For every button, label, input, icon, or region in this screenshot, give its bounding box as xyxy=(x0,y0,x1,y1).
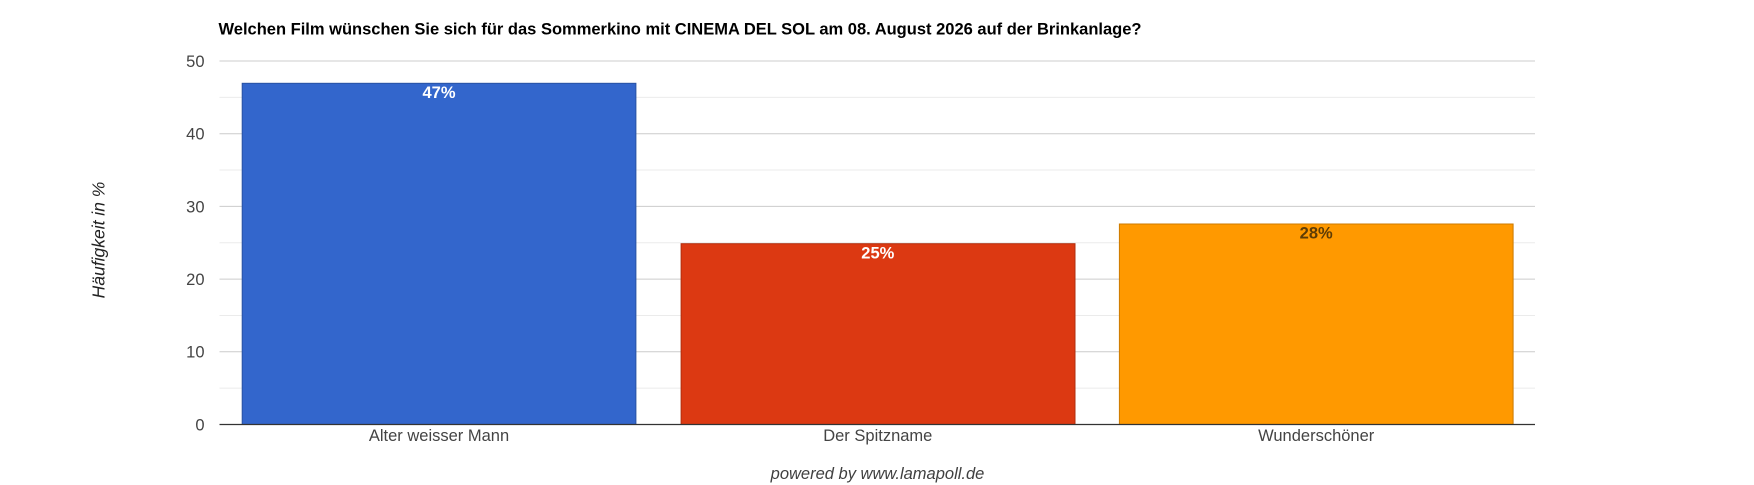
svg-text:0: 0 xyxy=(195,416,204,434)
svg-text:47%: 47% xyxy=(422,84,455,102)
svg-text:25%: 25% xyxy=(861,244,894,262)
svg-text:Der Spitzname: Der Spitzname xyxy=(823,427,932,445)
svg-text:30: 30 xyxy=(186,198,204,216)
svg-text:40: 40 xyxy=(186,126,204,144)
svg-text:Welchen Film wünschen Sie sich: Welchen Film wünschen Sie sich für das S… xyxy=(219,21,1142,39)
svg-text:50: 50 xyxy=(186,53,204,71)
svg-text:Häufigkeit in %: Häufigkeit in % xyxy=(89,182,109,299)
svg-text:Wunderschöner: Wunderschöner xyxy=(1258,427,1375,445)
svg-text:10: 10 xyxy=(186,344,204,362)
svg-text:20: 20 xyxy=(186,271,204,289)
svg-text:powered by www.lamapoll.de: powered by www.lamapoll.de xyxy=(770,465,985,483)
svg-text:Alter weisser Mann: Alter weisser Mann xyxy=(369,427,509,445)
svg-text:28%: 28% xyxy=(1300,225,1333,243)
